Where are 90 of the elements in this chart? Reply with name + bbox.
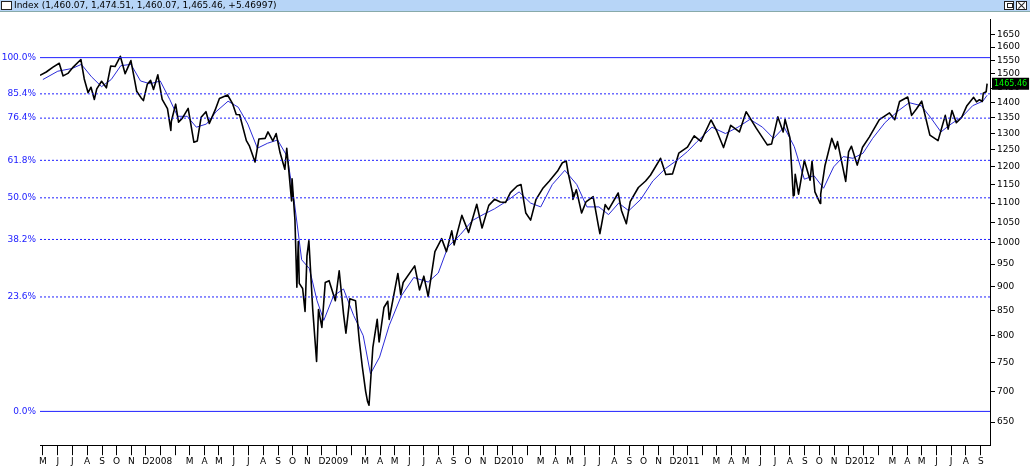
x-tick-label: M [566,455,574,466]
y-tick-label: 1500 [997,68,1021,79]
x-tick-label: M [536,455,545,466]
y-tick-label: 950 [997,258,1015,269]
text: 100.0% [1,51,37,62]
x-tick-label: A [786,455,794,466]
x-tick-label: M [390,455,399,466]
y-tick-label: 750 [997,356,1015,367]
x-tick-label: O [464,455,472,466]
text: 50.0% [7,192,37,203]
y-tick-label: 1000 [997,237,1021,248]
x-tick-label: J [245,455,250,466]
x-tick-label: A [962,455,970,466]
x-tick-label: N [830,455,838,466]
x-tick-label: M [39,455,47,466]
annotation: 1465.46 [994,78,1028,88]
x-tick-label: O [288,455,297,466]
x-tick-label: O [112,455,121,466]
x-tick-label: A [728,455,736,466]
x-tick-label: O [815,455,823,466]
y-tick-label: 1050 [997,216,1021,227]
y-tick-label: 900 [997,281,1015,291]
text: 0.0% [13,405,37,416]
x-tick-label: J [231,455,236,466]
x-tick-label: A [552,455,560,466]
x-tick-label: J [772,455,777,466]
x-tick-label: 2012 [852,455,875,466]
x-tick-label: M [361,455,370,466]
y-tick-label: 1250 [997,144,1021,155]
x-tick-label: 2008 [149,455,173,466]
y-tick-label: 1550 [997,54,1021,65]
text: 23.6% [7,291,37,302]
x-tick-label: A [260,455,268,466]
x-tick-label: A [435,455,443,466]
x-tick-label: J [69,455,74,466]
x-tick-label: M [712,455,721,466]
x-tick-label: M [185,455,194,466]
x-tick-label: A [201,455,209,466]
y-tick-label: 850 [997,304,1015,315]
x-tick-label: N [304,455,311,466]
text: 76.4% [7,112,37,123]
x-tick-label: N [655,455,662,466]
x-tick-label: D [142,455,150,466]
x-tick-label: S [450,455,457,466]
x-tick-label: O [640,455,648,466]
x-tick-label: D [669,455,677,466]
x-tick-label: S [275,455,282,466]
text: 61.8% [7,154,37,165]
y-tick-label: 700 [997,385,1015,396]
x-tick-label: J [55,455,60,466]
x-tick-label: N [479,455,487,466]
x-tick-label: J [421,455,426,466]
x-tick-label: 2011 [676,455,700,466]
y-tick-label: 650 [997,416,1015,427]
x-tick-label: J [582,455,587,466]
x-tick-label: A [611,455,619,466]
chart-title: Index (1,460.07, 1,474.51, 1,460.07, 1,465.46, +5.46997) [14,0,277,11]
x-tick-label: J [934,455,938,466]
y-tick-label: 1600 [997,41,1021,52]
x-tick-label: D [318,455,326,466]
y-tick-label: 1200 [997,161,1021,172]
x-tick-label: M [888,455,897,466]
x-tick-label: J [597,455,601,466]
x-tick-label: J [407,455,411,466]
x-tick-label: S [978,455,984,466]
x-tick-label: J [758,455,762,466]
x-tick-label: M [215,455,223,466]
x-tick-label: A [376,455,384,466]
y-tick-label: 1150 [997,178,1021,189]
x-tick-label: A [904,455,912,466]
y-tick-label: 1350 [997,112,1021,123]
y-tick-label: 800 [997,330,1015,341]
x-tick-label: D [845,455,853,466]
x-tick-label: 2009 [325,455,349,466]
x-tick-label: M [917,455,926,466]
x-tick-label: S [99,455,106,466]
y-tick-label: 1100 [997,197,1021,208]
x-tick-label: M [741,455,750,466]
x-tick-label: 2010 [500,455,525,466]
x-tick-label: N [128,455,135,466]
y-tick-label: 1650 [997,28,1021,39]
x-tick-label: J [948,455,953,466]
x-tick-label: D [493,455,501,466]
text: 38.2% [7,233,37,244]
y-tick-label: 1400 [997,97,1021,108]
x-tick-label: A [84,455,92,466]
y-tick-label: 1300 [997,127,1021,138]
text: 85.4% [7,88,37,99]
x-tick-label: S [801,455,808,466]
x-tick-label: S [626,455,633,466]
